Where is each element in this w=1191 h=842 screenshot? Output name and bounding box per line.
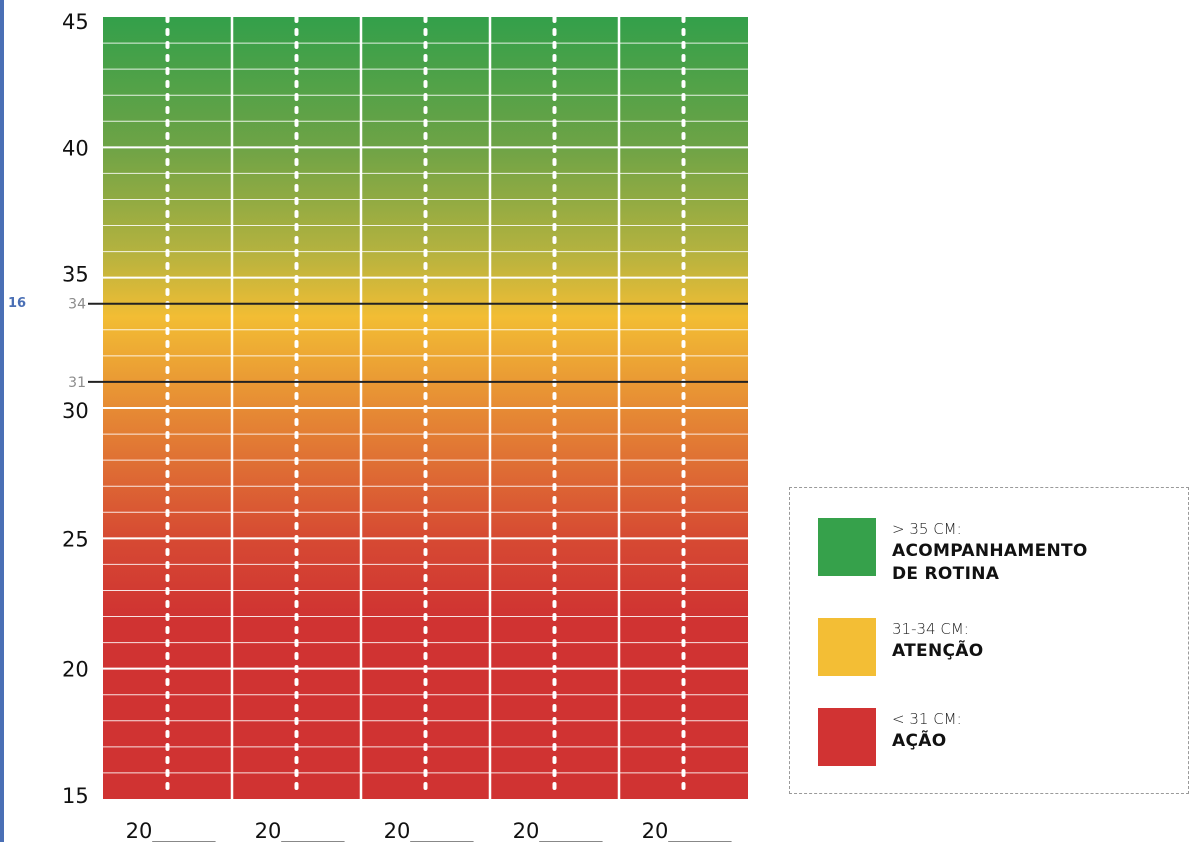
legend-swatch (818, 708, 876, 766)
legend-text: 31-34 CM: ATENÇÃO (892, 618, 983, 663)
y-tick-label: 40 (62, 136, 89, 160)
legend-range: < 31 CM: (892, 710, 962, 728)
legend: > 35 CM: ACOMPANHAMENTO DE ROTINA 31-34 CM… (789, 487, 1189, 794)
x-axis-labels: 20______ 20______ 20______ 20______ 20______ (126, 819, 732, 842)
threshold-label: 34 (68, 297, 86, 313)
legend-range: > 35 CM: (892, 520, 962, 538)
legend-label: AÇÃO (892, 731, 947, 751)
legend-swatch (818, 618, 876, 676)
threshold-label: 31 (68, 375, 86, 391)
y-axis-ticks: 15 20 25 30 35 40 45 (62, 10, 89, 808)
page-number: 16 (8, 296, 27, 311)
y-tick-label: 20 (62, 658, 89, 682)
page-edge-rule (0, 0, 4, 842)
x-axis-label: 20______ (255, 819, 345, 842)
x-axis-label: 20______ (642, 819, 732, 842)
legend-text: > 35 CM: ACOMPANHAMENTO DE ROTINA (892, 518, 1088, 586)
x-axis-label: 20______ (384, 819, 474, 842)
dotted-column-lines (165, 15, 686, 791)
legend-item: 31-34 CM: ATENÇÃO (818, 618, 1138, 678)
y-tick-label: 45 (62, 10, 89, 34)
legend-label: ATENÇÃO (892, 641, 984, 661)
legend-item: > 35 CM: ACOMPANHAMENTO DE ROTINA (818, 518, 1138, 584)
x-axis-label: 20______ (513, 819, 603, 842)
legend-item: < 31 CM: AÇÃO (818, 708, 1138, 768)
y-tick-label: 25 (62, 527, 89, 551)
legend-label: ACOMPANHAMENTO DE ROTINA (892, 541, 1088, 584)
x-axis-label: 20______ (126, 819, 216, 842)
y-tick-label: 15 (62, 784, 89, 808)
legend-text: < 31 CM: AÇÃO (892, 708, 962, 753)
legend-swatch (818, 518, 876, 576)
y-tick-label: 30 (62, 399, 89, 423)
y-tick-label: 35 (62, 263, 89, 287)
column-dividers (230, 17, 621, 799)
legend-range: 31-34 CM: (892, 620, 969, 638)
threshold-lines: 34 31 (68, 297, 748, 391)
